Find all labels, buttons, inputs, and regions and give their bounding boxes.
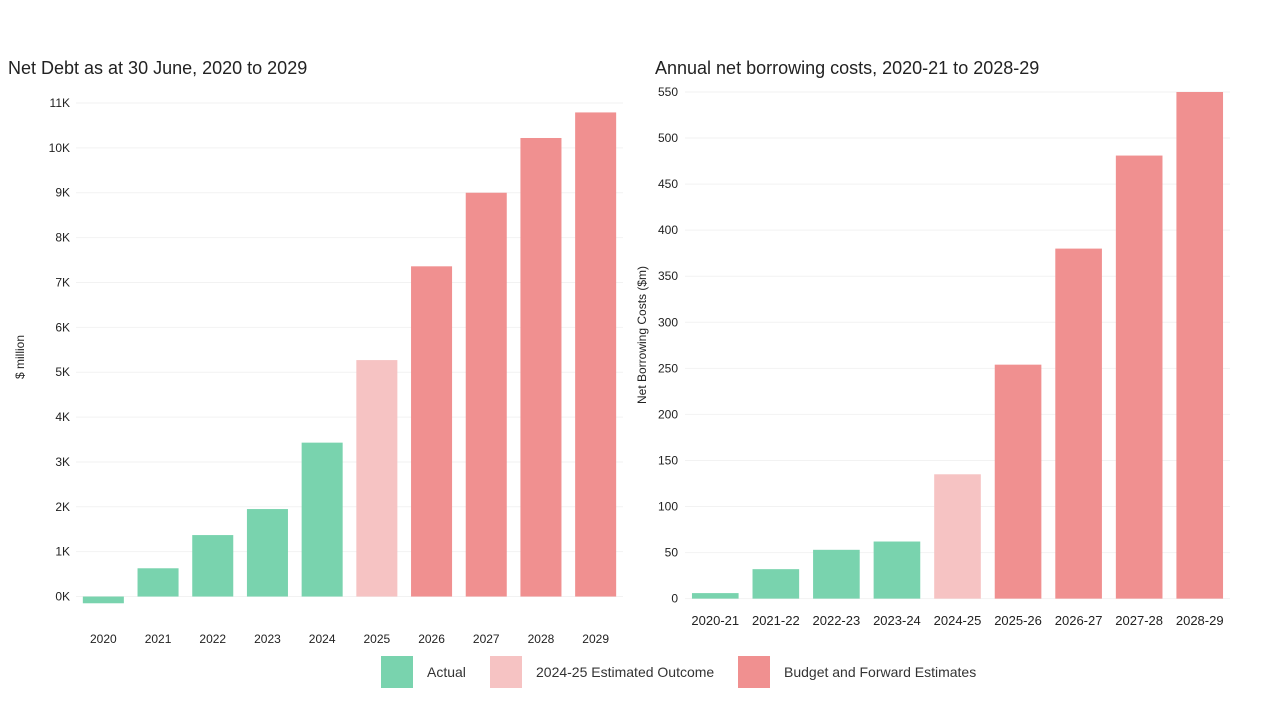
- borrowing-x-tick-label: 2025-26: [994, 613, 1042, 628]
- legend-item-budget: Budget and Forward Estimates: [738, 656, 976, 688]
- borrowing-y-axis-label: Net Borrowing Costs ($m): [635, 266, 649, 404]
- net-debt-bar-2022: [192, 535, 234, 597]
- borrowing-y-tick-label: 0: [671, 592, 678, 606]
- net-debt-bar-2025: [356, 360, 398, 597]
- chart-title-net-debt: Net Debt as at 30 June, 2020 to 2029: [8, 58, 308, 78]
- net-debt-x-tick-label: 2028: [528, 632, 555, 646]
- borrowing-y-tick-label: 250: [658, 361, 678, 375]
- net-debt-y-axis-label: $ million: [13, 335, 27, 379]
- net-debt-y-tick-label: 9K: [55, 186, 70, 200]
- net-debt-bar-2024: [301, 442, 343, 597]
- borrowing-x-tick-label: 2024-25: [934, 613, 982, 628]
- borrowing-y-tick-label: 400: [658, 223, 678, 237]
- borrowing-y-tick-label: 100: [658, 500, 678, 514]
- net-debt-y-tick-label: 7K: [55, 275, 70, 289]
- net-debt-bar-2020: [82, 596, 124, 604]
- net-debt-bar-2021: [137, 568, 179, 597]
- borrowing-y-tick-label: 550: [658, 85, 678, 99]
- borrowing-y-tick-label: 450: [658, 177, 678, 191]
- net-debt-x-tick-label: 2022: [199, 632, 226, 646]
- net-debt-x-tick-label: 2026: [418, 632, 445, 646]
- chart-title-borrowing-costs: Annual net borrowing costs, 2020-21 to 2…: [655, 58, 1040, 78]
- net-debt-bar-2027: [465, 192, 507, 597]
- net-debt-bar-2029: [575, 112, 617, 597]
- borrowing-bar-2026-27: [1055, 248, 1102, 599]
- net-debt-bar-2026: [411, 266, 453, 597]
- net-debt-x-tick-label: 2024: [309, 632, 336, 646]
- borrowing-bar-2023-24: [873, 541, 921, 599]
- borrowing-y-tick-label: 500: [658, 131, 678, 145]
- chart-legend: Actual 2024-25 Estimated Outcome Budget …: [0, 656, 1280, 692]
- borrowing-costs-chart: 0 50 100 150 200 250 300 350 400 450 500 550 2020-21…: [635, 85, 1230, 628]
- borrowing-x-tick-label: 2022-23: [813, 613, 861, 628]
- net-debt-bar-2023: [246, 509, 288, 597]
- net-debt-y-tick-label: 1K: [55, 545, 70, 559]
- borrowing-y-tick-label: 300: [658, 315, 678, 329]
- borrowing-y-tick-label: 200: [658, 407, 678, 421]
- borrowing-x-tick-label: 2020-21: [691, 613, 739, 628]
- borrowing-y-tick-label: 150: [658, 453, 678, 467]
- borrowing-x-tick-label: 2028-29: [1176, 613, 1224, 628]
- borrowing-bar-2020-21: [691, 593, 739, 599]
- borrowing-bar-2025-26: [994, 364, 1042, 599]
- net-debt-chart: 0K 1K 2K 3K 4K 5K 6K 7K 8K 9K 10K 11K 2020 2021 2022 20…: [13, 96, 623, 646]
- net-debt-y-tick-label: 5K: [55, 365, 70, 379]
- borrowing-y-tick-label: 50: [665, 546, 679, 560]
- legend-swatch-estimated: [490, 656, 522, 688]
- net-debt-y-tick-label: 6K: [55, 320, 70, 334]
- net-debt-y-tick-label: 4K: [55, 410, 70, 424]
- net-debt-y-tick-label: 0K: [55, 590, 70, 604]
- net-debt-x-tick-label: 2029: [582, 632, 609, 646]
- legend-item-actual: Actual: [381, 656, 466, 688]
- borrowing-bar-2027-28: [1115, 155, 1163, 599]
- borrowing-bar-2028-29: [1176, 92, 1224, 599]
- legend-swatch-actual: [381, 656, 413, 688]
- legend-label-actual: Actual: [427, 664, 466, 680]
- borrowing-bar-2021-22: [752, 569, 800, 599]
- net-debt-x-tick-label: 2027: [473, 632, 500, 646]
- borrowing-x-tick-label: 2026-27: [1055, 613, 1103, 628]
- borrowing-x-tick-label: 2021-22: [752, 613, 800, 628]
- legend-label-estimated: 2024-25 Estimated Outcome: [536, 664, 715, 680]
- borrowing-bar-2022-23: [813, 549, 860, 599]
- legend-label-budget: Budget and Forward Estimates: [784, 664, 977, 680]
- borrowing-y-tick-label: 350: [658, 269, 678, 283]
- net-debt-x-tick-label: 2025: [363, 632, 390, 646]
- net-debt-y-tick-label: 11K: [50, 96, 70, 110]
- net-debt-x-tick-label: 2021: [145, 632, 172, 646]
- borrowing-x-tick-label: 2023-24: [873, 613, 921, 628]
- borrowing-x-tick-label: 2027-28: [1115, 613, 1163, 628]
- net-debt-y-tick-label: 3K: [55, 455, 70, 469]
- net-debt-bar-2028: [520, 137, 562, 597]
- net-debt-x-tick-label: 2023: [254, 632, 281, 646]
- legend-item-estimated: 2024-25 Estimated Outcome: [490, 656, 714, 688]
- borrowing-bar-2024-25: [934, 474, 981, 599]
- legend-swatch-budget: [738, 656, 770, 688]
- net-debt-y-tick-label: 2K: [55, 500, 70, 514]
- net-debt-y-tick-label: 8K: [55, 231, 70, 245]
- net-debt-x-tick-label: 2020: [90, 632, 117, 646]
- net-debt-y-tick-label: 10K: [49, 141, 70, 155]
